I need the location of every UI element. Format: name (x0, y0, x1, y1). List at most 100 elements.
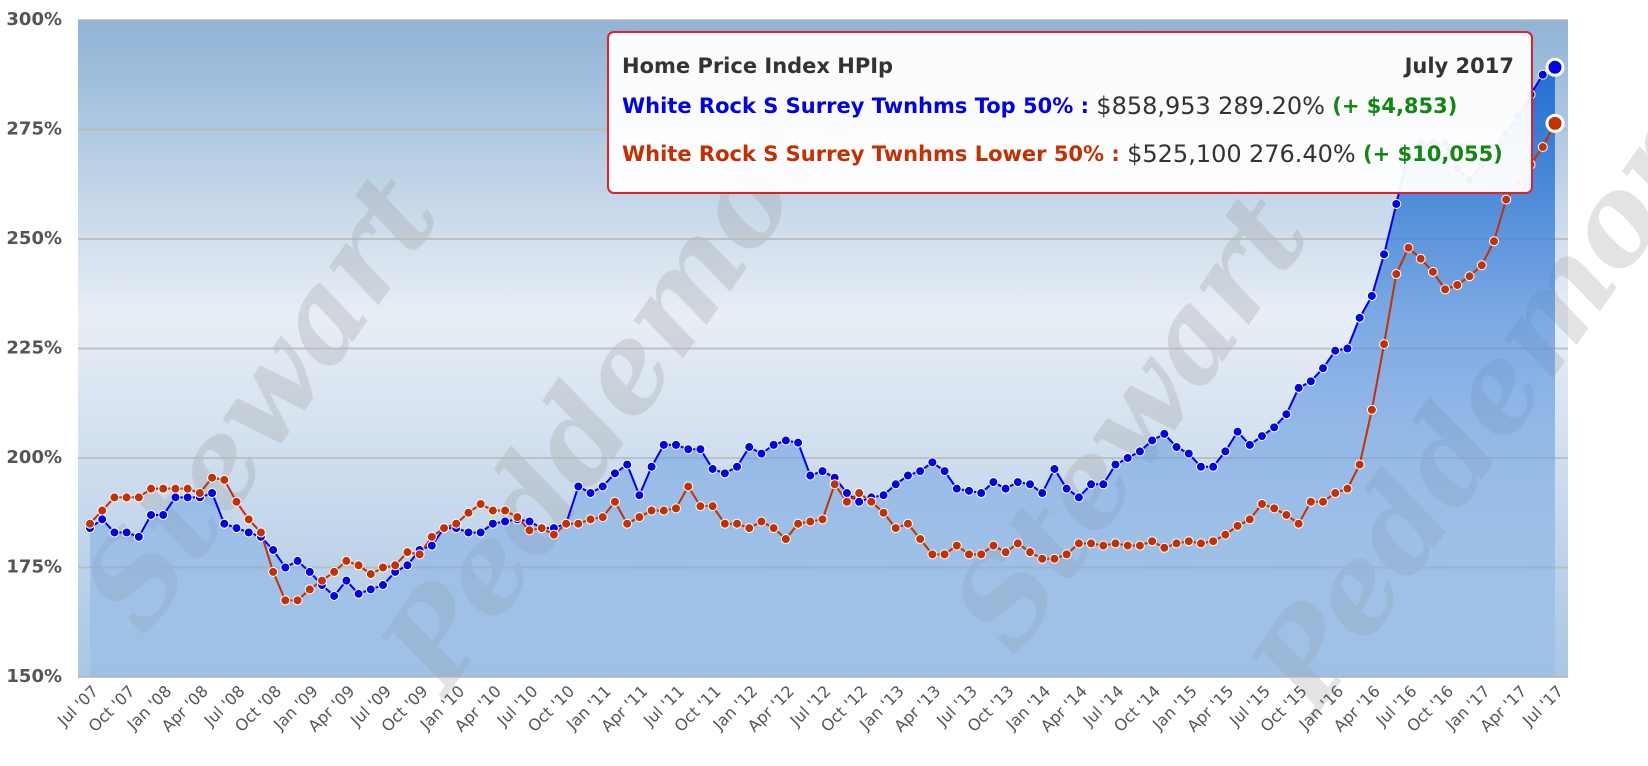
data-point (609, 468, 620, 479)
data-point (524, 516, 535, 527)
data-point (793, 518, 804, 529)
y-tick-label: 175% (6, 557, 62, 578)
data-point (756, 448, 767, 459)
data-point (1257, 498, 1267, 509)
data-point (365, 584, 376, 595)
data-point (1366, 290, 1377, 301)
data-point (1208, 536, 1219, 547)
data-point (744, 523, 755, 534)
data-point (1220, 529, 1231, 540)
data-point (878, 507, 889, 518)
data-point (1049, 553, 1060, 564)
data-point (158, 509, 169, 520)
data-point (939, 466, 950, 477)
data-point (1025, 479, 1036, 490)
data-point (1281, 509, 1292, 520)
data-point (353, 588, 364, 599)
data-point (646, 505, 657, 516)
data-point (1305, 376, 1316, 387)
data-point (780, 435, 791, 446)
data-point (207, 472, 218, 483)
data-point (634, 512, 645, 523)
data-point (121, 527, 132, 538)
data-point (561, 518, 572, 529)
data-point (1464, 271, 1475, 282)
data-point (255, 527, 266, 538)
data-point (1476, 260, 1487, 271)
data-point (536, 523, 547, 534)
data-point (695, 501, 706, 512)
data-point (268, 566, 279, 577)
data-point (1134, 540, 1145, 551)
data-point (219, 474, 230, 485)
data-point (927, 549, 938, 560)
data-point (915, 534, 926, 545)
data-point (841, 496, 852, 507)
change: (+ $10,055) (1363, 142, 1503, 166)
data-point (793, 437, 804, 448)
data-point (988, 540, 999, 551)
data-point (268, 544, 279, 555)
data-point (1183, 536, 1194, 547)
tooltip: Home Price Index HPIp July 2017 White Rock… (607, 31, 1533, 194)
data-point (1318, 496, 1329, 507)
data-point (646, 461, 657, 472)
tooltip-date: July 2017 (1403, 54, 1514, 78)
data-point (1000, 483, 1011, 494)
data-point (902, 518, 913, 529)
data-point (768, 439, 779, 450)
data-point (97, 505, 108, 516)
index-value: 276.40% (1249, 140, 1356, 168)
data-point (402, 560, 413, 571)
data-point (463, 527, 474, 538)
data-point (1232, 520, 1243, 531)
data-point (780, 534, 791, 545)
data-point (1086, 479, 1097, 490)
data-point (1147, 435, 1158, 446)
data-point (732, 518, 743, 529)
data-point (719, 518, 730, 529)
data-point (817, 514, 828, 525)
index-value: 289.20% (1218, 92, 1325, 120)
data-point (890, 523, 901, 534)
y-tick-label: 225% (6, 338, 62, 359)
data-point (121, 492, 132, 503)
data-point (609, 496, 620, 507)
data-point (1171, 442, 1182, 453)
data-point (1452, 279, 1463, 290)
data-point (378, 562, 388, 573)
data-point (390, 560, 401, 571)
data-point (463, 507, 474, 518)
data-point (1440, 284, 1451, 295)
y-tick-label: 200% (6, 447, 62, 468)
tooltip-row: White Rock S Surrey Twnhms Lower 50% : $… (622, 140, 1503, 168)
data-point (1342, 343, 1353, 354)
data-point (329, 566, 340, 577)
data-point (243, 514, 254, 525)
data-point (1086, 538, 1097, 549)
data-point (280, 562, 291, 573)
data-point (1257, 431, 1267, 442)
data-point (475, 527, 486, 538)
data-point (524, 525, 535, 536)
data-point (353, 560, 364, 571)
data-point (426, 540, 437, 551)
data-point (1220, 446, 1231, 457)
data-point (512, 512, 523, 523)
data-point (1427, 266, 1438, 277)
data-point (1098, 479, 1109, 490)
data-point (1244, 514, 1255, 525)
data-point (1000, 547, 1011, 558)
y-tick-label: 150% (6, 666, 62, 687)
data-point (109, 527, 120, 538)
data-point (988, 477, 999, 488)
data-point (707, 463, 718, 474)
data-point (671, 503, 681, 514)
data-point (915, 466, 926, 477)
data-point (280, 595, 291, 606)
data-point (451, 518, 462, 529)
data-point (1330, 345, 1341, 356)
data-point (1122, 540, 1133, 551)
data-point (304, 584, 315, 595)
